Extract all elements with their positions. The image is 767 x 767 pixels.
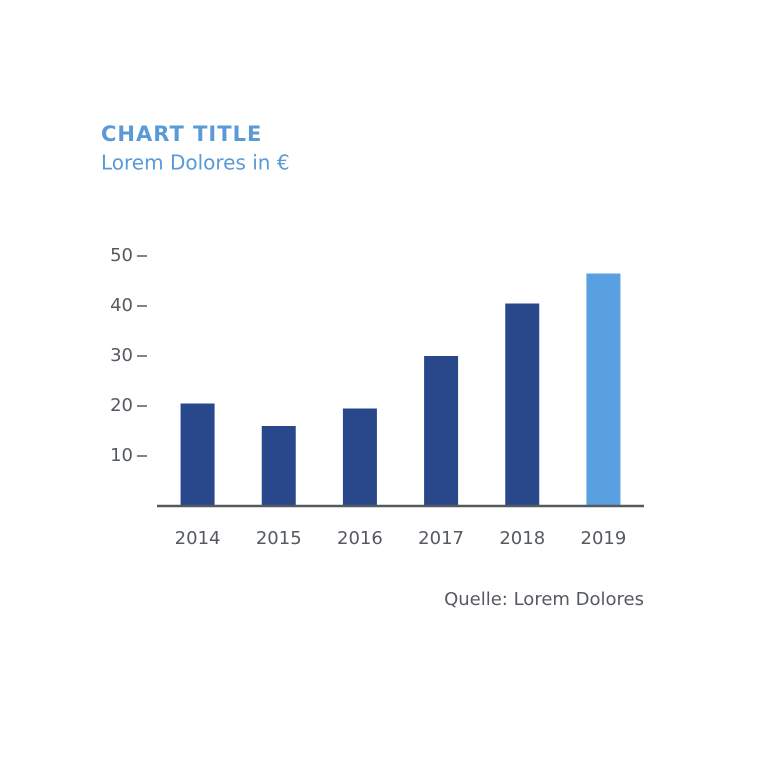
bar (180, 403, 215, 506)
chart-title: CHART TITLE (101, 122, 262, 146)
chart-subtitle: Lorem Dolores in € (101, 151, 290, 175)
x-tick-label: 2017 (418, 528, 464, 549)
y-tick-label: 10 (110, 445, 133, 466)
x-tick-label: 2018 (499, 528, 545, 549)
bar (342, 408, 377, 506)
bar (505, 303, 540, 506)
y-tick-label: 40 (110, 295, 133, 316)
source: Quelle: Lorem Dolores (444, 589, 644, 610)
bar (586, 273, 621, 506)
bar (261, 426, 296, 506)
y-tick-label: 50 (110, 245, 133, 266)
x-tick-label: 2015 (256, 528, 302, 549)
bar (424, 356, 459, 506)
y-tick-label: 30 (110, 345, 133, 366)
x-tick-label: 2014 (175, 528, 221, 549)
x-tick-label: 2016 (337, 528, 383, 549)
x-tick-label: 2019 (581, 528, 627, 549)
y-tick-label: 20 (110, 395, 133, 416)
